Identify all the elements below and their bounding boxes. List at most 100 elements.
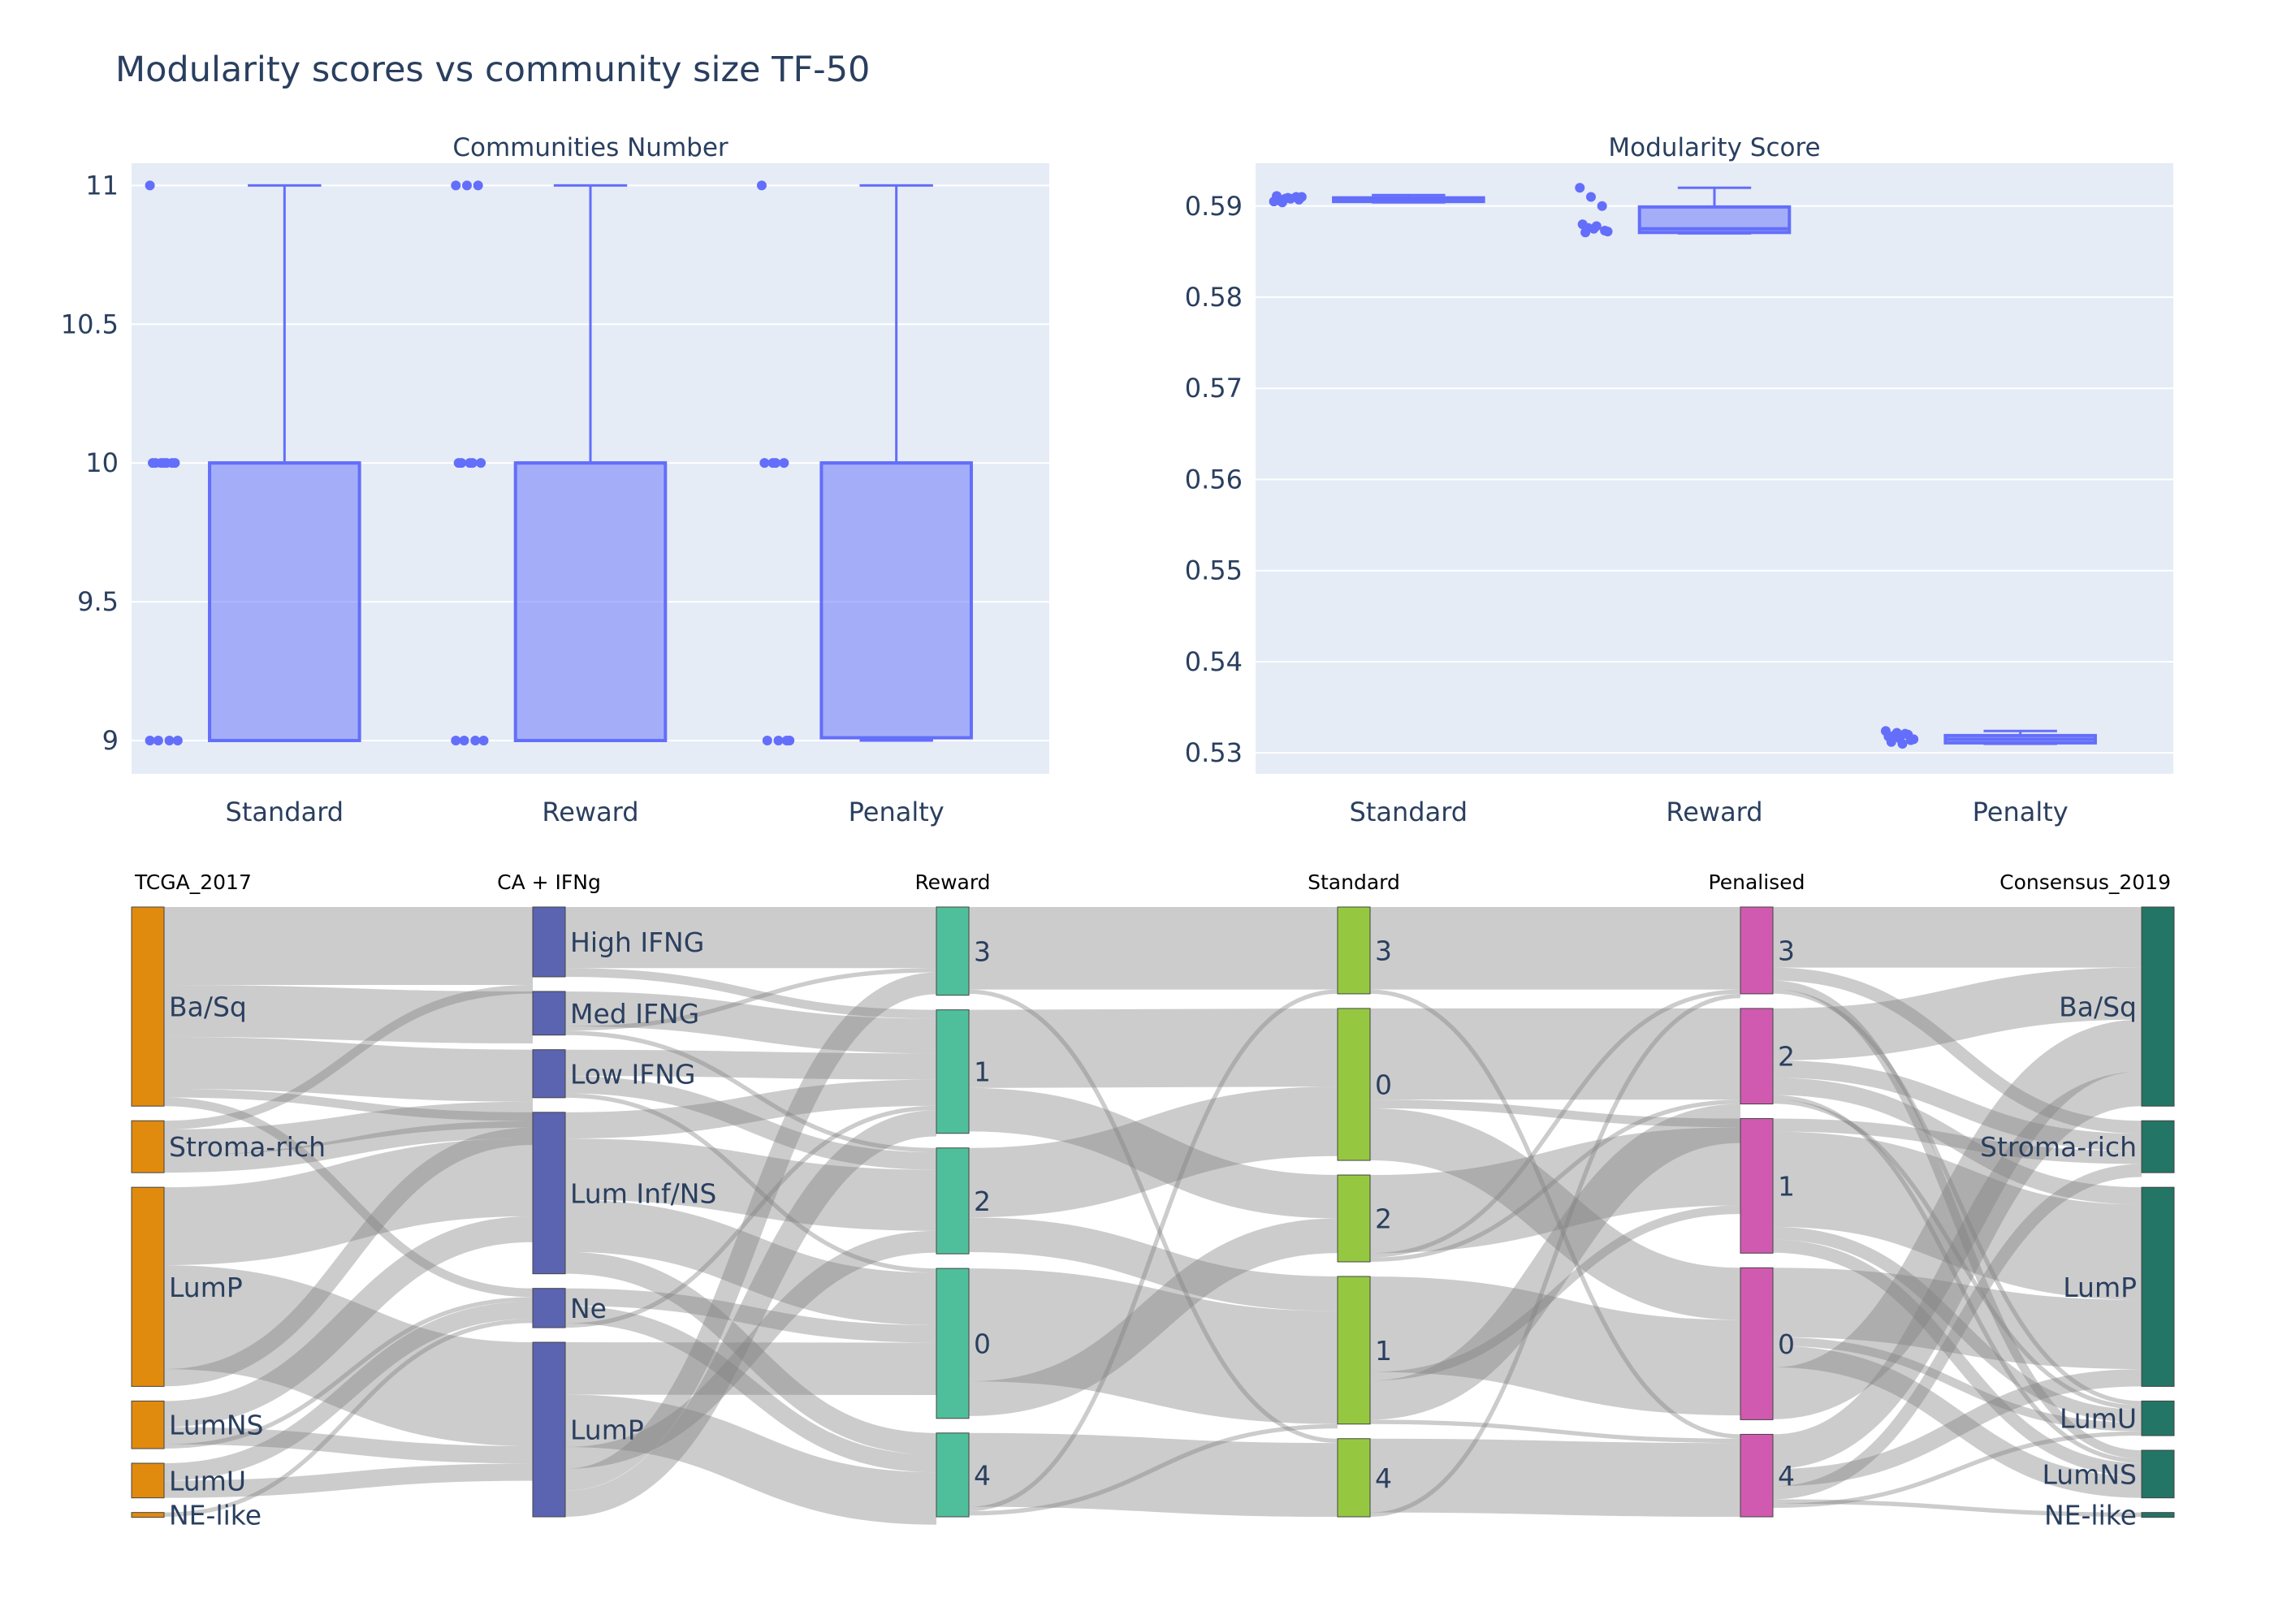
- box-reward: [1575, 183, 1792, 238]
- sankey-node-label: 3: [974, 935, 991, 967]
- sankey-node-bar: [1740, 906, 1774, 995]
- sankey-link: [1772, 1095, 2142, 1464]
- sankey-link: [1369, 993, 1741, 1518]
- outlier-point: [1602, 227, 1613, 237]
- sankey-node: 2: [1337, 1174, 1392, 1263]
- sankey-node-bar: [532, 991, 566, 1036]
- outlier-point: [759, 458, 770, 469]
- sankey-link: [1772, 1099, 2142, 1410]
- sankey-node-label: Med IFNG: [570, 998, 699, 1030]
- sankey-nodes: Ba/SqStroma-richLumPLumNSLumUNE-likeHigh…: [131, 906, 2175, 1531]
- sankey-link: [1369, 989, 1741, 1439]
- sankey-link: [968, 1268, 1338, 1424]
- sankey-link: [564, 991, 937, 1054]
- sankey-node-bar: [936, 906, 970, 996]
- sankey-node: Ba/Sq: [131, 906, 247, 1107]
- sankey-link: [163, 1036, 534, 1102]
- sankey-node-label: LumNS: [169, 1410, 264, 1441]
- x-tick-labels: Standard Reward Penalty: [1350, 797, 2069, 827]
- sankey-node-bar: [131, 906, 165, 1107]
- sankey-links: [163, 906, 2143, 1525]
- outlier-point: [145, 735, 155, 745]
- sankey-node-bar: [1740, 1008, 1774, 1105]
- outlier-point: [773, 735, 784, 745]
- sankey-link: [564, 1138, 937, 1231]
- sankey-link: [1772, 1431, 2142, 1509]
- sankey-link: [1772, 1239, 2142, 1477]
- sankey-node: 0: [1740, 1267, 1795, 1420]
- sankey-column-header: Standard: [1308, 870, 1400, 894]
- sankey-node-bar: [131, 1462, 165, 1499]
- outlier-point: [153, 735, 163, 745]
- sankey-link: [1772, 1345, 2142, 1498]
- sankey-node-bar: [532, 1049, 566, 1099]
- sankey-node-label: 4: [1375, 1462, 1392, 1494]
- outlier-point: [1889, 730, 1900, 741]
- figure-title: Modularity scores vs community size TF-5…: [115, 50, 870, 90]
- sankey-node-bar: [532, 1112, 566, 1275]
- sankey-node-label: 1: [1375, 1335, 1392, 1367]
- sankey-node: LumP: [2063, 1186, 2175, 1387]
- sankey-link: [163, 1088, 534, 1121]
- subplot-title: Communities Number: [452, 133, 728, 162]
- sankey-node-label: LumP: [169, 1272, 243, 1303]
- sankey-node: 3: [1337, 906, 1392, 995]
- sankey-node-label: 1: [974, 1056, 991, 1088]
- outlier-point: [172, 735, 183, 745]
- sankey-node-bar: [131, 1120, 165, 1173]
- box-penalty: [1880, 726, 2097, 749]
- sankey-node-label: LumU: [169, 1465, 246, 1497]
- y-tick-label: 10.5: [61, 309, 119, 339]
- outlier-point: [1900, 728, 1910, 739]
- sankey-node-bar: [532, 1288, 566, 1328]
- sankey-column-headers: TCGA_2017 CA + IFNg Reward Standard Penalise…: [134, 870, 2171, 894]
- box-standard: [145, 180, 361, 745]
- sankey-node: NE-like: [131, 1500, 262, 1531]
- sankey-link: [564, 1288, 937, 1343]
- sankey-column-header: Penalised: [1709, 870, 1805, 894]
- sankey-link: [564, 1049, 937, 1080]
- sankey-link: [1772, 1071, 2142, 1470]
- sankey-node-label: 0: [1778, 1328, 1795, 1360]
- sankey-column-header: Reward: [914, 870, 990, 894]
- y-tick-label: 11: [85, 170, 119, 201]
- outlier-point: [1897, 738, 1908, 749]
- boxes: [145, 180, 973, 745]
- sankey-link: [1772, 1369, 2142, 1487]
- outlier-point: [467, 458, 478, 469]
- box-penalty: [756, 180, 973, 745]
- sankey-link: [1771, 1019, 2143, 1419]
- sankey-link: [968, 1423, 1338, 1516]
- sankey-node-bar: [2141, 1120, 2175, 1173]
- sankey-link: [1772, 1118, 2142, 1164]
- sankey-node-bar: [532, 906, 566, 978]
- sankey-link: [968, 1086, 1338, 1218]
- outlier-point: [762, 735, 772, 745]
- sankey-node-bar: [1337, 1008, 1371, 1161]
- sankey-link: [1772, 1499, 2142, 1517]
- sankey-node-label: LumP: [2063, 1272, 2137, 1303]
- outlier-point: [164, 735, 175, 745]
- outlier-point: [1583, 222, 1593, 233]
- x-tick-label: Penalty: [1973, 797, 2069, 827]
- sankey-link: [163, 1463, 534, 1498]
- outlier-point: [461, 180, 472, 191]
- y-tick-labels: 0.53 0.54 0.55 0.56 0.57 0.58 0.59: [1185, 191, 1243, 768]
- outlier-point: [771, 458, 781, 469]
- sankey-node-bar: [936, 1147, 970, 1255]
- sankey-node-bar: [131, 1512, 165, 1518]
- sankey-node-bar: [1337, 906, 1371, 995]
- sankey-node: 4: [1740, 1433, 1795, 1518]
- x-tick-label: Standard: [1350, 797, 1468, 827]
- sankey-node: 3: [936, 906, 991, 996]
- sankey-link: [1369, 1099, 1741, 1262]
- sankey-link: [1369, 1127, 1741, 1254]
- sankey-node: Med IFNG: [532, 991, 699, 1036]
- sankey-node-bar: [1740, 1118, 1774, 1254]
- x-tick-label: Penalty: [849, 797, 945, 827]
- sankey-node: Stroma-rich: [1980, 1120, 2175, 1173]
- sankey-node: NE-like: [2044, 1500, 2175, 1531]
- sankey-node: Low IFNG: [532, 1049, 695, 1099]
- outlier-point: [150, 458, 161, 469]
- sankey-node: LumNS: [131, 1400, 264, 1449]
